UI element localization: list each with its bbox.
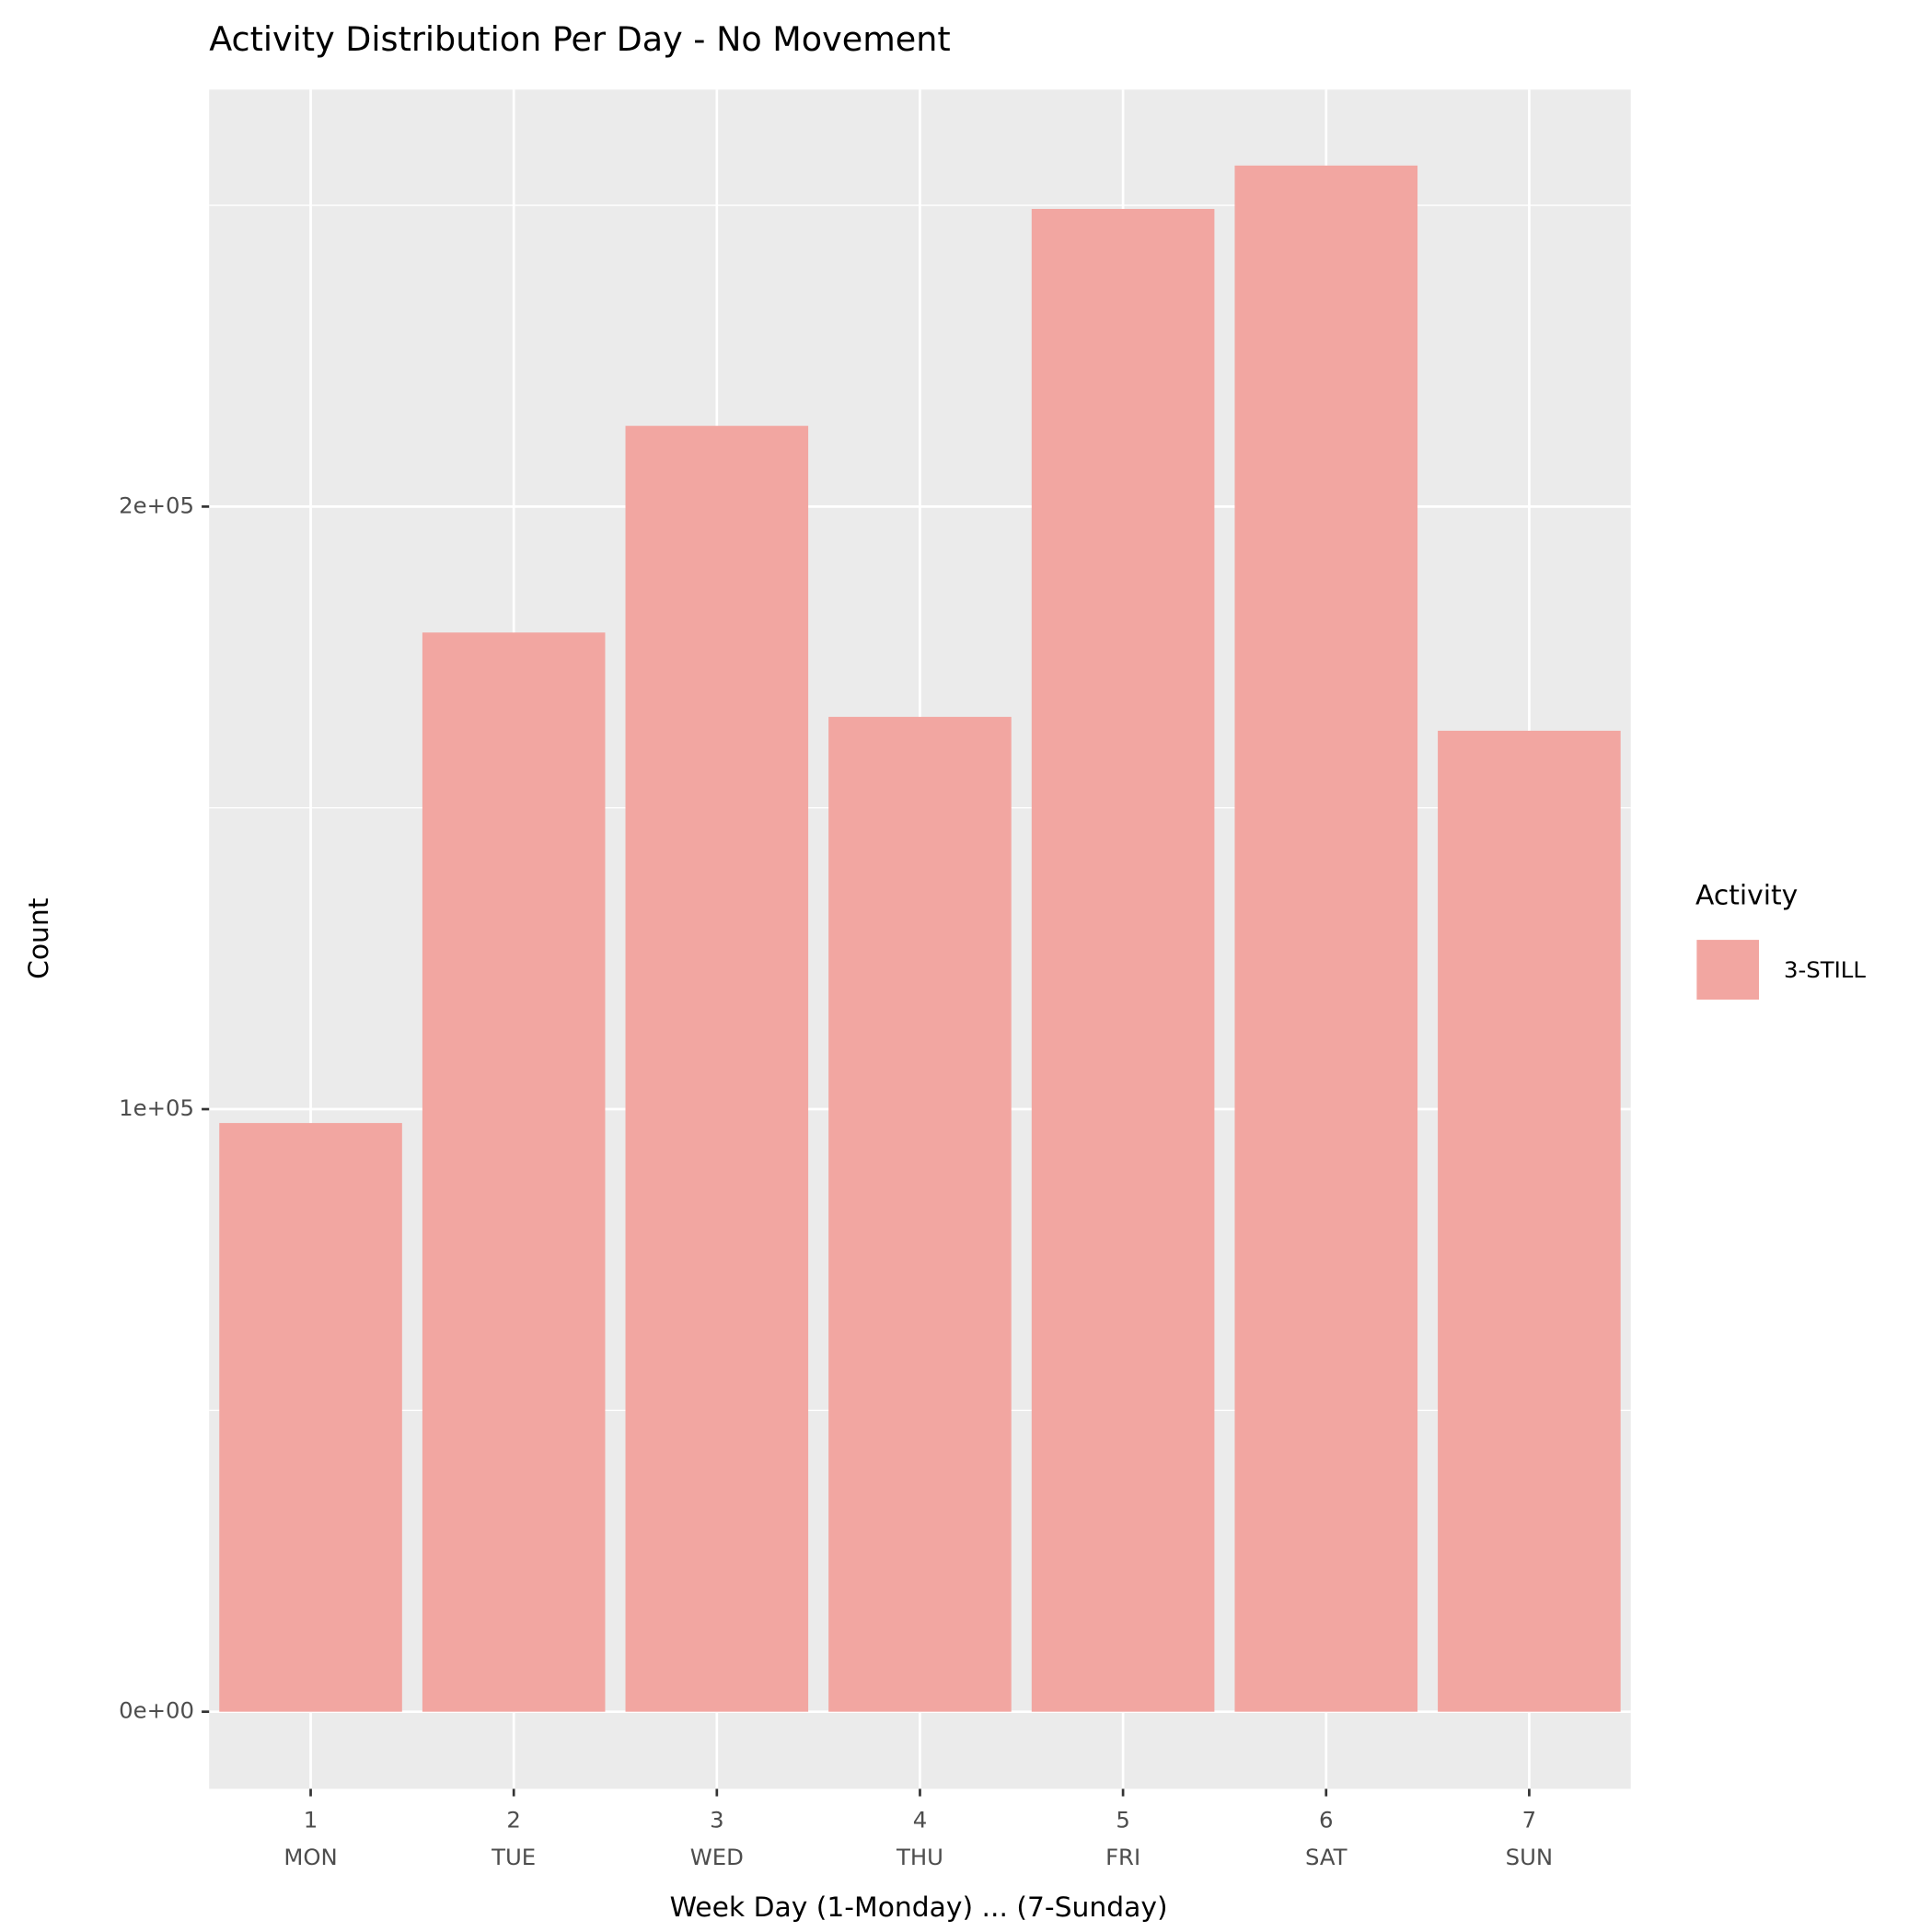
legend-title: Activity (1695, 879, 1798, 911)
x-tick-sublabel: THU (896, 1844, 943, 1870)
x-tick-label: 4 (913, 1807, 927, 1834)
x-tick-sublabel: TUE (491, 1844, 536, 1870)
bar (219, 1123, 402, 1712)
x-tick-label: 1 (304, 1807, 318, 1834)
y-tick-label: 1e+05 (119, 1094, 194, 1121)
x-tick-label: 6 (1319, 1807, 1333, 1834)
legend-key (1696, 940, 1760, 1001)
bar (625, 425, 809, 1712)
x-tick-sublabel: SUN (1506, 1844, 1553, 1870)
x-axis-title: Week Day (1-Monday) ... (7-Sunday) (670, 1892, 1168, 1924)
bar (1438, 730, 1621, 1712)
chart-title: Activity Distribution Per Day - No Movem… (209, 19, 950, 59)
x-tick-label: 5 (1116, 1807, 1129, 1834)
bar (1031, 208, 1215, 1712)
y-tick-label: 2e+05 (119, 492, 194, 518)
x-tick-sublabel: WED (690, 1844, 744, 1870)
x-tick-label: 2 (506, 1807, 520, 1834)
legend-label: 3-STILL (1784, 956, 1866, 983)
x-tick-sublabel: SAT (1305, 1844, 1348, 1870)
x-tick-sublabel: FRI (1105, 1844, 1140, 1870)
bar (1234, 165, 1418, 1712)
y-tick-label: 0e+00 (119, 1697, 194, 1724)
x-tick-label: 7 (1522, 1807, 1536, 1834)
bar (422, 632, 606, 1712)
x-tick-sublabel: MON (283, 1844, 337, 1870)
x-tick-label: 3 (710, 1807, 723, 1834)
bar (828, 716, 1012, 1712)
y-axis-title: Count (23, 898, 55, 979)
